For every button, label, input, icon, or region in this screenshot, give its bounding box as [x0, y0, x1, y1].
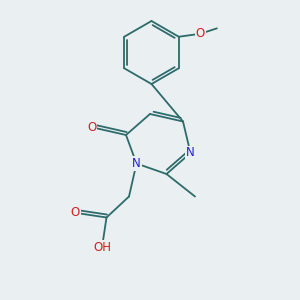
Text: O: O	[87, 121, 96, 134]
Text: O: O	[70, 206, 80, 220]
Text: N: N	[186, 146, 195, 160]
Text: OH: OH	[93, 241, 111, 254]
Text: N: N	[132, 157, 141, 170]
Text: O: O	[196, 27, 205, 40]
